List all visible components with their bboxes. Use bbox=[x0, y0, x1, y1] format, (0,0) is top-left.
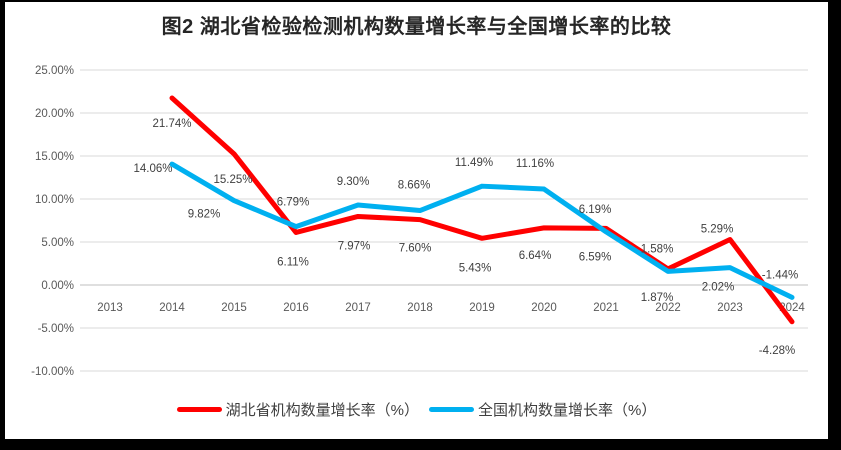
hubei-data-label-2019: 5.43% bbox=[459, 262, 492, 274]
hubei-growth-line bbox=[169, 95, 795, 325]
x-axis-label: 2013 bbox=[97, 302, 123, 314]
hubei-data-label-2020: 6.64% bbox=[519, 250, 552, 262]
y-axis-label: 15.00% bbox=[35, 151, 74, 163]
national-data-label-2014: 14.06% bbox=[133, 163, 172, 175]
national-data-label-2016: 6.79% bbox=[277, 197, 310, 209]
national-series-swatch bbox=[429, 407, 474, 412]
y-axis-label: 0.00% bbox=[41, 280, 74, 292]
hubei-data-label-2021: 6.59% bbox=[579, 251, 612, 263]
national-growth-line bbox=[169, 161, 795, 300]
y-axis-label: 20.00% bbox=[35, 108, 74, 120]
x-axis-label: 2017 bbox=[345, 302, 371, 314]
x-axis-label: 2018 bbox=[407, 302, 433, 314]
y-axis-label: 5.00% bbox=[41, 237, 74, 249]
x-axis-label: 2016 bbox=[283, 302, 309, 314]
frame-border-right bbox=[828, 0, 841, 450]
x-axis-label: 2020 bbox=[531, 302, 557, 314]
hubei-data-label-2015: 15.25% bbox=[213, 174, 252, 186]
y-axis-label: 10.00% bbox=[35, 194, 74, 206]
y-axis-label: -10.00% bbox=[31, 366, 74, 378]
x-axis-label: 2021 bbox=[593, 302, 619, 314]
legend-item-hubei: 湖北省机构数量增长率（%） bbox=[176, 399, 419, 420]
hubei-data-label-2017: 7.97% bbox=[338, 240, 371, 252]
national-data-label-2021: 6.19% bbox=[579, 204, 612, 216]
legend-label-national: 全国机构数量增长率（%） bbox=[478, 402, 657, 419]
national-data-label-2020: 11.16% bbox=[516, 158, 554, 170]
national-data-label-2017: 9.30% bbox=[337, 176, 370, 188]
hubei-data-label-2018: 7.60% bbox=[399, 243, 432, 255]
y-axis-label: 25.00% bbox=[35, 65, 74, 77]
hubei-data-label-2024: -4.28% bbox=[759, 345, 795, 357]
national-data-label-2018: 8.66% bbox=[398, 180, 431, 192]
x-axis-label: 2022 bbox=[655, 302, 681, 314]
legend-item-national: 全国机构数量增长率（%） bbox=[429, 399, 656, 420]
hubei-data-label-2022: 1.87% bbox=[641, 292, 674, 304]
y-axis-label: -5.00% bbox=[38, 323, 74, 335]
national-data-label-2015: 9.82% bbox=[188, 209, 221, 221]
x-axis-label: 2014 bbox=[159, 302, 185, 314]
national-data-label-2022: 1.58% bbox=[641, 243, 674, 255]
frame-border-bottom bbox=[0, 439, 841, 450]
national-data-label-2023: 2.02% bbox=[702, 282, 735, 294]
hubei-data-label-2023: 5.29% bbox=[701, 224, 734, 236]
frame-border-left bbox=[0, 0, 5, 450]
legend: 湖北省机构数量增长率（%） 全国机构数量增长率（%） bbox=[5, 399, 828, 420]
x-axis-label: 2019 bbox=[469, 302, 495, 314]
frame-border-top bbox=[0, 0, 841, 2]
legend-label-hubei: 湖北省机构数量增长率（%） bbox=[225, 402, 419, 419]
hubei-data-label-2016: 6.11% bbox=[277, 256, 309, 268]
x-axis-label: 2023 bbox=[717, 302, 743, 314]
hubei-series-swatch bbox=[176, 407, 222, 412]
x-axis-label: 2015 bbox=[221, 302, 247, 314]
national-data-label-2024: -1.44% bbox=[762, 269, 798, 281]
chart-title: 图2 湖北省检验检测机构数量增长率与全国增长率的比较 bbox=[161, 16, 672, 38]
hubei-data-label-2014: 21.74% bbox=[152, 118, 191, 130]
national-data-label-2019: 11.49% bbox=[455, 157, 493, 169]
